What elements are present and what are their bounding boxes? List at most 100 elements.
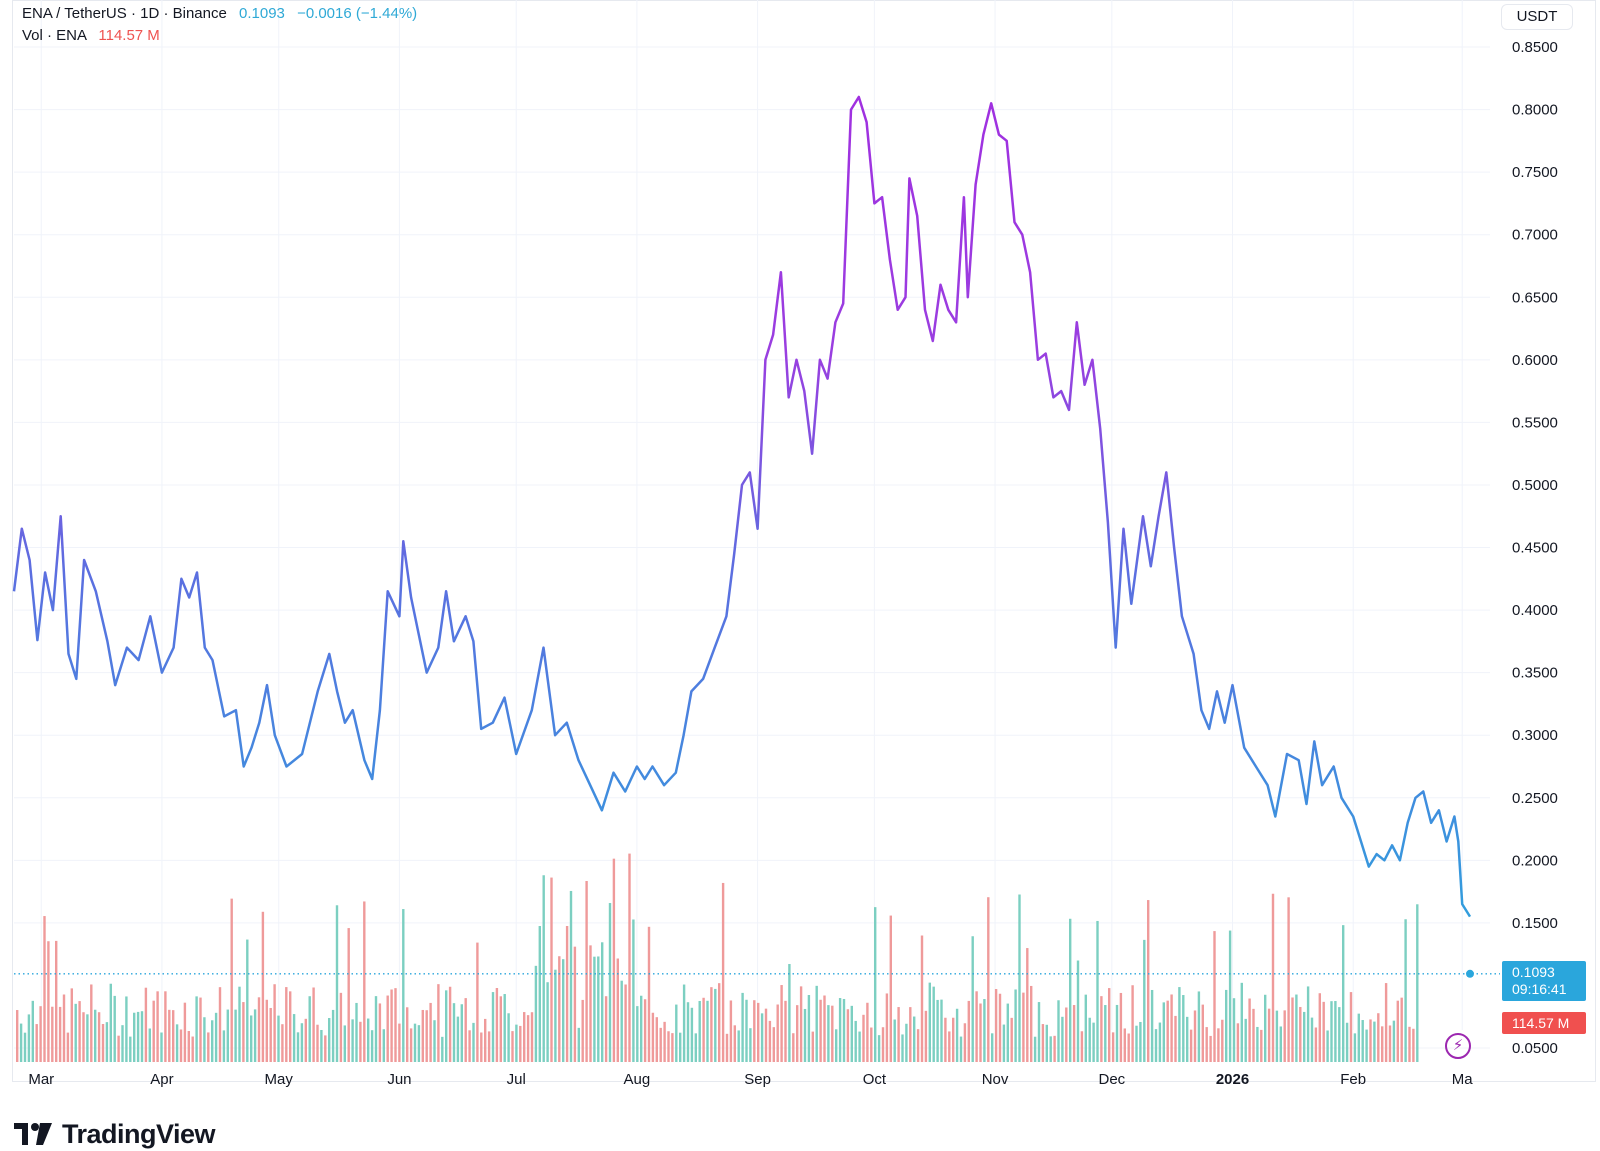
volume-bar — [905, 1023, 908, 1062]
volume-bar — [269, 1007, 272, 1062]
volume-bar — [300, 1023, 304, 1062]
volume-label[interactable]: Vol · ENA — [22, 27, 87, 44]
bar-countdown: 09:16:41 — [1512, 981, 1567, 997]
volume-bar — [920, 935, 924, 1062]
y-tick-label: 0.6500 — [1512, 289, 1558, 306]
volume-bar — [1384, 983, 1388, 1062]
volume-bar — [983, 999, 986, 1062]
volume-bar — [718, 983, 721, 1062]
x-tick-label: Nov — [982, 1071, 1009, 1088]
volume-bar — [234, 1009, 237, 1062]
volume-bar — [749, 1028, 752, 1062]
volume-bar — [823, 995, 826, 1062]
volume-bars — [16, 853, 1419, 1062]
volume-bar — [616, 958, 619, 1062]
volume-bar — [1236, 1023, 1240, 1062]
tradingview-brand[interactable]: TradingView — [14, 1117, 216, 1151]
volume-bar — [277, 1015, 280, 1062]
volume-bar — [1069, 918, 1072, 1062]
volume-bar — [959, 1036, 963, 1062]
volume-bar — [324, 1035, 327, 1062]
volume-bar — [136, 1011, 140, 1062]
volume-bar — [1283, 1010, 1286, 1062]
x-tick-label: Jul — [507, 1071, 526, 1088]
volume-bar — [464, 998, 467, 1062]
volume-bar — [1018, 894, 1021, 1062]
volume-bar — [468, 1030, 471, 1062]
volume-bar — [1182, 995, 1185, 1062]
volume-bar — [807, 995, 811, 1062]
volume-bar — [1412, 1028, 1415, 1062]
volume-bar — [23, 1032, 27, 1062]
volume-bar — [1076, 960, 1080, 1062]
last-point-marker — [1466, 969, 1474, 978]
volume-bar — [737, 1030, 740, 1062]
price-series — [12, 95, 1500, 978]
volume-bar — [620, 980, 623, 1062]
volume-bar — [909, 1007, 912, 1062]
volume-bar — [850, 1005, 853, 1062]
volume-bar — [1322, 1001, 1325, 1062]
volume-bar — [90, 984, 93, 1062]
volume-bar — [386, 995, 389, 1062]
symbol-title[interactable]: ENA / TetherUS · 1D · Binance — [22, 5, 227, 22]
currency-selector[interactable]: USDT — [1502, 5, 1572, 29]
volume-bar — [764, 1008, 768, 1062]
y-tick-label: 0.8000 — [1512, 102, 1558, 119]
y-tick-label: 0.7000 — [1512, 227, 1558, 244]
volume-bar — [1127, 1033, 1130, 1062]
volume-bar — [172, 1010, 175, 1062]
volume-bar — [819, 999, 822, 1062]
volume-bar — [694, 1033, 697, 1062]
volume-bar — [265, 999, 268, 1062]
volume-bar — [745, 999, 748, 1062]
symbol-legend[interactable]: ENA / TetherUS · 1D · Binance 0.1093 −0.… — [22, 5, 417, 22]
volume-bar — [1186, 1016, 1189, 1062]
volume-bar — [1271, 893, 1275, 1062]
chart-panel[interactable] — [12, 0, 1596, 1082]
volume-bar — [573, 946, 577, 1062]
volume-bar — [1225, 989, 1228, 1062]
volume-bar — [367, 1018, 370, 1062]
volume-bar — [1345, 1022, 1349, 1062]
x-tick-label: Jun — [387, 1071, 411, 1088]
lightning-icon[interactable]: ⚡ — [1445, 1033, 1471, 1059]
volume-bar — [1306, 986, 1310, 1062]
chart-canvas[interactable]: 0.8500 0.8000 0.7500 0.7000 0.6500 0.6000 0.55… — [0, 0, 1600, 1100]
volume-bar — [1260, 1029, 1263, 1062]
volume-bar — [82, 1012, 85, 1062]
volume-bar — [679, 1032, 682, 1062]
volume-bar — [659, 1027, 662, 1062]
volume-bar — [928, 982, 931, 1062]
volume-bar — [51, 1006, 54, 1062]
volume-bar — [768, 1020, 772, 1062]
volume-bar — [1287, 897, 1290, 1062]
volume-bar — [655, 1017, 658, 1062]
volume-bar — [757, 1002, 760, 1062]
volume-bar — [1014, 989, 1017, 1062]
volume-bar — [987, 897, 990, 1062]
volume-bar — [1326, 1030, 1329, 1062]
volume-bar — [320, 1030, 323, 1062]
volume-bar — [667, 1031, 670, 1062]
volume-bar — [1053, 1035, 1056, 1062]
volume-bar — [772, 1027, 775, 1062]
volume-bar — [409, 1028, 413, 1062]
volume-bar — [640, 995, 643, 1062]
volume-bar — [1143, 939, 1146, 1062]
volume-legend[interactable]: Vol · ENA 114.57 M — [22, 27, 160, 44]
volume-bar — [382, 1029, 385, 1062]
volume-bar — [1279, 1026, 1282, 1062]
volume-bar — [472, 1022, 475, 1062]
volume-value: 114.57 M — [98, 27, 160, 44]
volume-bar — [43, 916, 46, 1062]
volume-bar — [838, 998, 842, 1062]
volume-bar — [994, 989, 998, 1062]
volume-bar — [1248, 998, 1251, 1062]
time-axis[interactable]: Mar Apr May Jun Jul Aug Sep Oct Nov Dec 2026 Feb Ma — [28, 1071, 1473, 1088]
y-tick-label: 0.4000 — [1512, 602, 1558, 619]
volume-bar — [351, 1019, 354, 1062]
volume-bar — [1158, 1022, 1162, 1062]
volume-bar — [156, 991, 159, 1062]
price-axis[interactable]: 0.8500 0.8000 0.7500 0.7000 0.6500 0.6000 0.55… — [1512, 39, 1558, 1057]
